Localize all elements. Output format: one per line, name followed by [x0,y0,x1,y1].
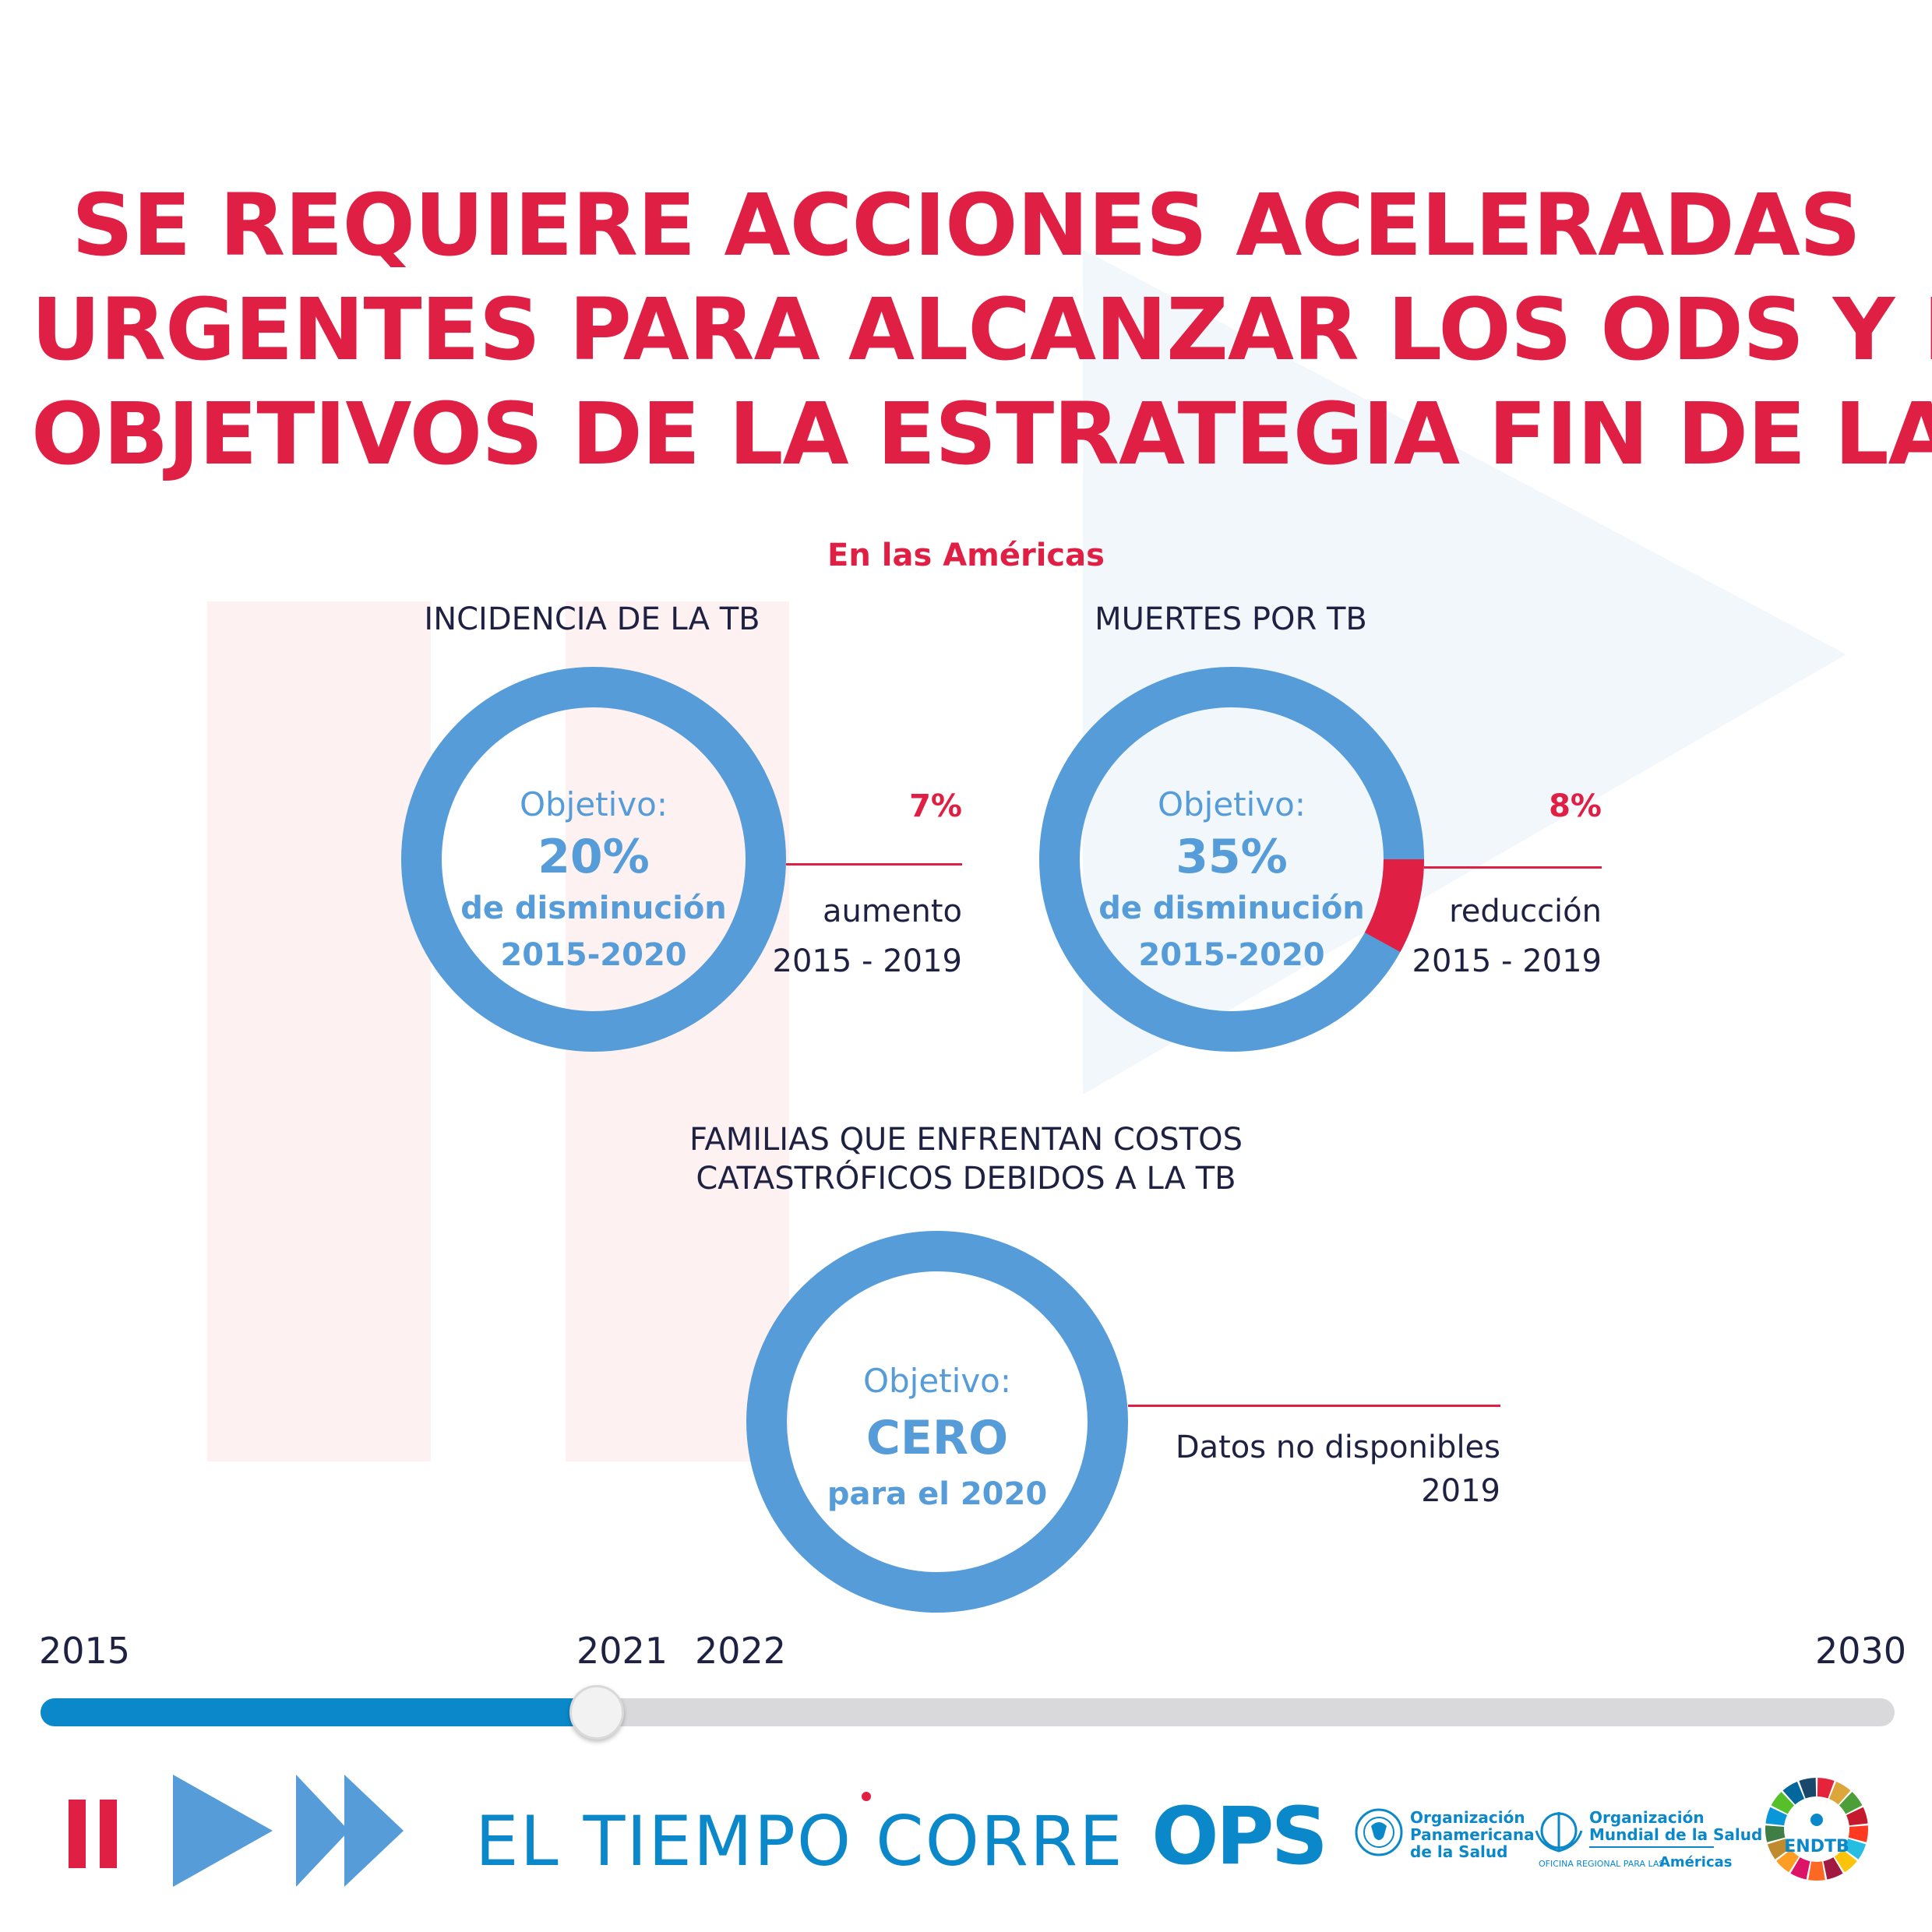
region-label: En las Américas [827,538,1105,573]
costs-goal-description: para el 2020 [827,1476,1048,1512]
play-icon[interactable] [171,1773,280,1890]
paho-emblem-icon [1355,1808,1403,1856]
incidence-goal-value: 20% [538,830,650,884]
deaths-progress-arc [1364,858,1424,952]
page-title: SE REQUIERE ACCIONES ACELERADAS URGENTES… [31,173,1932,486]
endtb-wheel-segment [1846,1807,1868,1826]
costs-result-period: 2019 [1421,1473,1500,1509]
costs-title-line-2: CATASTRÓFICOS DEBIDOS A LA TB [696,1161,1236,1197]
title-line-2: URGENTES PARA ALCANZAR LOS ODS Y LOS [31,280,1932,379]
campaign-slogan: EL TIEMPO CORRE [475,1801,1124,1881]
deaths-result-value: 8% [1549,788,1602,824]
background-pause-bar-left [207,601,431,1461]
who-region: Américas [1659,1854,1733,1870]
endtb-wheel-segment [1771,1792,1795,1814]
title-line-1: SE REQUIERE ACCIONES ACELERADAS [71,175,1861,275]
deaths-goal-value: 35% [1176,830,1288,884]
who-name-line-2: Mundial de la Salud [1589,1825,1763,1844]
costs-goal-text: Objetivo: CERO para el 2020 [787,1362,1088,1512]
endtb-wheel-segment [1823,1857,1843,1880]
endtb-wheel-segment [1799,1778,1817,1799]
endtb-wheel-segment [1839,1792,1863,1814]
endtb-wheel-segment [1808,1861,1825,1881]
incidence-result-text: aumento [823,894,962,929]
timeline-slider-handle[interactable] [569,1685,624,1740]
incidence-title: INCIDENCIA DE LA TB [424,601,760,637]
who-divider [1589,1846,1714,1848]
ops-logo: OPS [1151,1790,1328,1883]
deaths-goal-text: Objetivo: 35% de disminución 2015-2020 [1080,785,1384,973]
endtb-wheel-segment [1828,1781,1851,1805]
costs-connector-line [1128,1405,1500,1407]
who-region-small: OFICINA REGIONAL PARA LAS [1539,1859,1665,1869]
paho-name: Organización Panamericana de la Salud [1410,1809,1535,1860]
deaths-goal-period: 2015-2020 [1138,937,1325,973]
who-name-line-1: Organización [1589,1808,1705,1827]
title-line-3: OBJETIVOS DE LA ESTRATEGIA FIN DE LA TB [31,384,1932,484]
deaths-goal-description: de disminución [1098,890,1365,926]
incidence-goal-description: de disminución [460,890,727,926]
timeline-progress-fill [41,1698,597,1726]
costs-goal-label: Objetivo: [862,1362,1012,1400]
endtb-wheel-segment [1782,1781,1805,1805]
deaths-goal-label: Objetivo: [1157,785,1306,823]
costs-title: FAMILIAS QUE ENFRENTAN COSTOS CATASTRÓFI… [576,1120,1356,1198]
incidence-connector-line [786,863,962,866]
pause-icon-bar-right[interactable] [100,1800,117,1868]
clock-hand-icon [862,1792,871,1801]
incidence-result-value: 7% [909,788,962,824]
endtb-wheel-segment [1765,1825,1786,1842]
timeline-year-2030: 2030 [1815,1630,1907,1672]
endtb-wheel-segment [1848,1825,1868,1842]
incidence-goal-period: 2015-2020 [500,937,687,973]
paho-name-line-2: Panamericana [1410,1825,1535,1844]
incidence-goal-label: Objetivo: [519,785,668,823]
paho-name-line-1: Organización [1410,1808,1525,1827]
incidence-result-period: 2015 - 2019 [772,943,962,979]
who-name: Organización Mundial de la Salud [1589,1809,1762,1843]
endtb-logo-text: ENDTB [1784,1837,1849,1856]
incidence-goal-ring: Objetivo: 20% de disminución 2015-2020 [401,667,786,1052]
timeline-year-2021: 2021 [576,1630,668,1672]
paho-name-line-3: de la Salud [1410,1842,1508,1861]
endtb-wheel-segment [1843,1839,1867,1860]
endtb-wheel-segment [1767,1839,1790,1860]
timeline-year-2022: 2022 [695,1630,787,1672]
timeline-year-2015: 2015 [39,1630,131,1672]
endtb-wheel-segment [1817,1778,1835,1799]
endtb-figure-head [1810,1814,1823,1826]
costs-goal-value: CERO [866,1411,1009,1465]
pause-icon-bar-left[interactable] [69,1800,86,1868]
deaths-result: reducción 2015 - 2019 [1368,887,1602,986]
endtb-wheel-segment [1765,1807,1788,1826]
costs-title-line-1: FAMILIAS QUE ENFRENTAN COSTOS [689,1122,1243,1158]
deaths-result-period: 2015 - 2019 [1412,943,1602,979]
costs-result-text: Datos no disponibles [1175,1430,1500,1465]
deaths-result-text: reducción [1449,894,1602,929]
endtb-wheel-segment [1790,1857,1810,1880]
costs-result: Datos no disponibles 2019 [1111,1426,1500,1513]
endtb-wheel-segment [1834,1849,1857,1873]
incidence-result: aumento 2015 - 2019 [728,887,962,986]
costs-goal-ring: Objetivo: CERO para el 2020 [746,1231,1128,1613]
incidence-goal-text: Objetivo: 20% de disminución 2015-2020 [442,785,746,973]
endtb-wheel-segment [1776,1849,1800,1873]
deaths-title: MUERTES POR TB [1095,601,1367,637]
deaths-progress-segment [1364,858,1424,952]
endtb-logo-icon [1765,1778,1868,1881]
fast-forward-icon[interactable] [294,1773,411,1890]
who-emblem-icon [1535,1812,1583,1853]
deaths-connector-line [1424,866,1602,869]
